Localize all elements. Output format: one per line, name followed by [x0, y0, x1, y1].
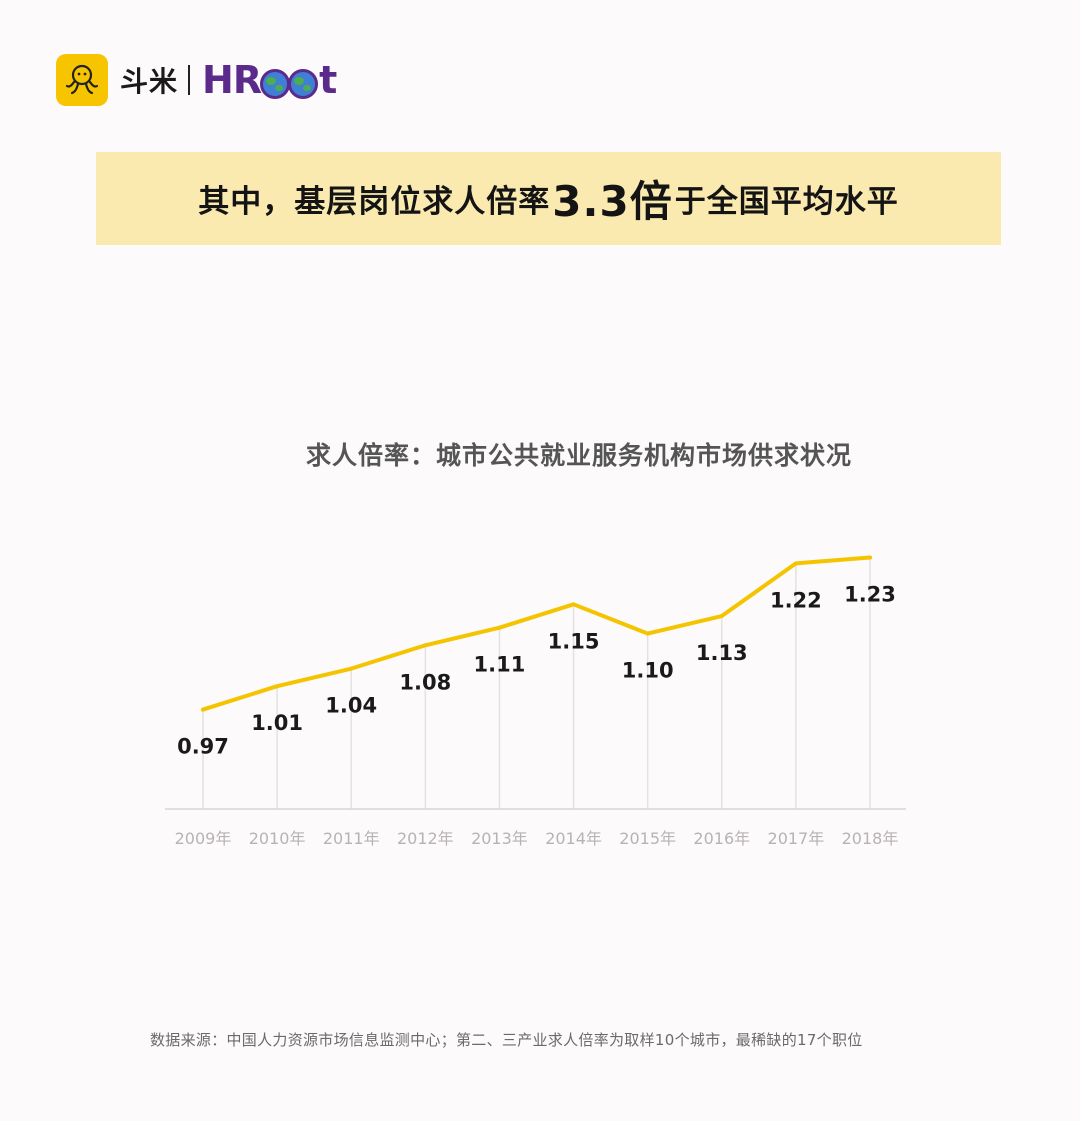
data-point [868, 555, 872, 560]
brand-divider [188, 65, 191, 95]
data-point [349, 666, 354, 671]
brand-name-cn: 斗米 [120, 65, 179, 98]
data-point [275, 684, 280, 689]
data-label: 1.15 [548, 629, 600, 653]
x-tick-label: 2018年 [842, 829, 899, 848]
data-label: 1.11 [474, 653, 526, 677]
brand-name-en-prefix: HR [202, 58, 262, 102]
data-label: 0.97 [177, 735, 229, 759]
data-point [719, 614, 724, 619]
data-point [497, 625, 502, 630]
data-label: 1.04 [325, 694, 377, 718]
x-tick-label: 2014年 [545, 829, 602, 848]
series-line [201, 555, 872, 712]
brand-name-en: HR t [202, 58, 337, 102]
x-tick-label: 2010年 [249, 829, 306, 848]
headline-highlight: 3.3倍 [552, 177, 673, 226]
octopus-icon [56, 54, 108, 106]
x-tick-label: 2017年 [768, 829, 825, 848]
data-point [201, 707, 205, 712]
data-point [645, 631, 650, 636]
data-label: 1.22 [770, 588, 822, 612]
chart-title: 求人倍率：城市公共就业服务机构市场供求状况 [306, 441, 853, 470]
data-label: 1.08 [399, 670, 451, 694]
brand-name-en-suffix: t [319, 58, 337, 102]
data-point [793, 561, 798, 566]
data-label: 1.23 [844, 583, 896, 607]
data-source-footnote: 数据来源：中国人力资源市场信息监测中心；第二、三产业求人倍率为取样10个城市，最… [150, 1031, 863, 1049]
globe-icon [288, 69, 319, 99]
headline-text-before: 其中，基层岗位求人倍率 [198, 184, 551, 220]
data-label: 1.10 [622, 659, 674, 683]
data-point [423, 643, 428, 648]
headline-text-after: 于全国平均水平 [674, 184, 899, 220]
x-tick-label: 2012年 [397, 829, 454, 848]
headline-banner: 其中，基层岗位求人倍率 3.3倍 于全国平均水平 [96, 152, 1001, 245]
brand-header: 斗米 HR t [56, 54, 337, 106]
x-tick-label: 2015年 [619, 829, 676, 848]
x-tick-label: 2011年 [323, 829, 380, 848]
x-tick-label: 2016年 [693, 829, 750, 848]
data-point [571, 602, 576, 607]
data-label: 1.13 [696, 641, 748, 665]
x-tick-label: 2013年 [471, 829, 528, 848]
x-tick-label: 2009年 [175, 829, 232, 848]
data-label: 1.01 [251, 711, 303, 735]
